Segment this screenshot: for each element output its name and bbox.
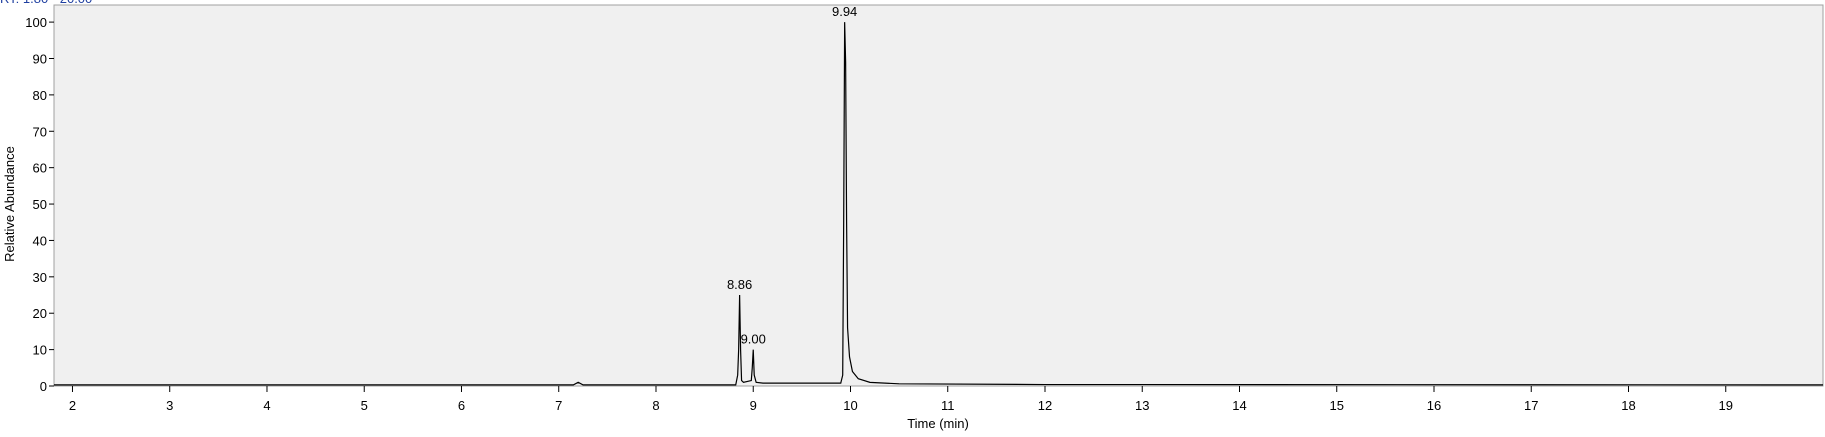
y-tick-label: 70	[33, 124, 47, 139]
y-tick-label: 50	[33, 197, 47, 212]
peak-label: 9.94	[832, 4, 857, 19]
y-tick-label: 0	[40, 379, 47, 394]
y-tick-label: 40	[33, 233, 47, 248]
y-tick-label: 60	[33, 161, 47, 176]
x-tick-label: 4	[263, 398, 270, 413]
y-axis-label: Relative Abundance	[2, 146, 17, 262]
x-tick-label: 10	[843, 398, 857, 413]
x-tick-label: 8	[652, 398, 659, 413]
peak-label: 9.00	[741, 332, 766, 347]
y-tick-label: 100	[25, 15, 47, 30]
chromatogram-trace	[54, 22, 1824, 386]
x-tick-label: 14	[1232, 398, 1246, 413]
peak-label: 8.86	[727, 277, 752, 292]
y-tick-label: 10	[33, 343, 47, 358]
x-tick-label: 15	[1330, 398, 1344, 413]
x-tick-label: 11	[941, 398, 955, 413]
x-tick-label: 6	[458, 398, 465, 413]
x-tick-label: 13	[1135, 398, 1149, 413]
x-tick-label: 9	[750, 398, 757, 413]
x-axis-label: Time (min)	[907, 416, 969, 431]
x-tick-label: 18	[1621, 398, 1635, 413]
x-tick-label: 5	[361, 398, 368, 413]
x-tick-label: 19	[1719, 398, 1733, 413]
x-tick-label: 3	[166, 398, 173, 413]
plot-area	[53, 4, 1824, 387]
x-tick-label: 7	[555, 398, 562, 413]
x-tick-label: 2	[69, 398, 76, 413]
y-tick-label: 80	[33, 88, 47, 103]
y-tick-label: 20	[33, 306, 47, 321]
x-tick-label: 17	[1524, 398, 1538, 413]
y-tick-label: 30	[33, 270, 47, 285]
x-tick-label: 16	[1427, 398, 1441, 413]
y-tick-label: 90	[33, 51, 47, 66]
range-label: RT: 1.80 - 20.00	[0, 0, 92, 6]
x-tick-label: 12	[1038, 398, 1052, 413]
